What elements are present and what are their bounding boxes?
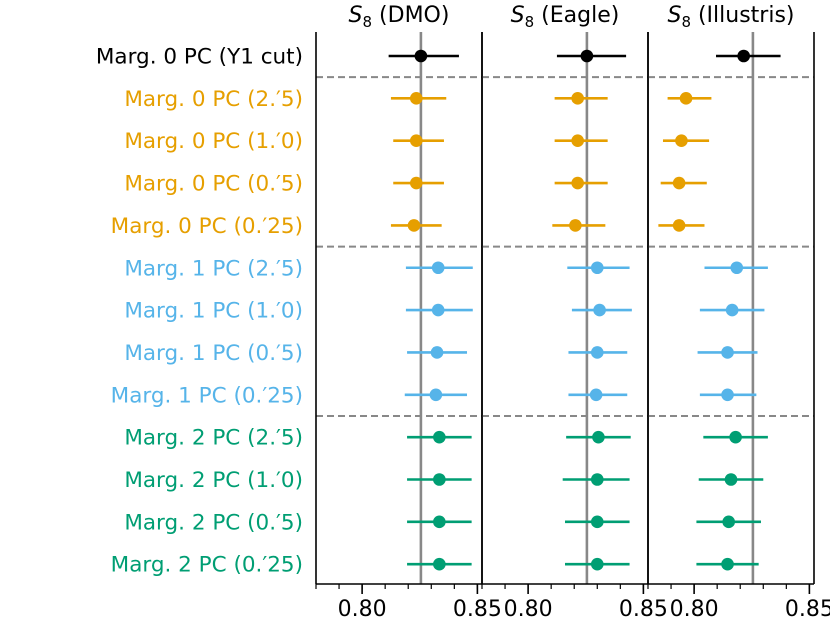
data-point [580,49,594,63]
row-label: Marg. 0 PC (0.′5) [124,172,303,197]
title-symbol: S [349,3,363,28]
data-point [407,219,421,232]
title-subscript: 8 [525,13,535,31]
data-point [590,557,604,571]
x-tick-label: 0.85 [453,597,502,622]
title-text: (Eagle) [534,3,619,28]
data-point [722,515,735,529]
data-point [429,388,443,402]
data-point [675,134,688,147]
data-point [729,430,742,444]
row-labels: Marg. 0 PC (Y1 cut) Marg. 0 PC (2.′5) Marg… [96,45,303,578]
data-point [431,303,445,317]
title-subscript: 8 [363,13,373,31]
data-point [730,261,744,275]
row-label: Marg. 2 PC (0.′25) [111,553,303,578]
data-point [724,473,738,486]
panel-title: S8 (Illustris) [667,3,794,31]
data-point [589,388,603,402]
data-point [569,219,582,232]
data-point [433,557,446,571]
x-tick-label: 0.80 [670,597,719,622]
data-point [721,388,734,402]
row-label: Marg. 1 PC (2.′5) [124,256,303,281]
data-point [737,49,750,63]
data-point [431,261,445,275]
data-point [433,473,446,486]
panel-3: S8 (Illustris) 0.80 0.85 [647,3,830,622]
row-label: Marg. 0 PC (Y1 cut) [96,45,303,70]
data-point [679,92,693,105]
data-point [593,303,606,317]
row-label: Marg. 0 PC (2.′5) [124,87,303,112]
x-tick-label: 0.80 [504,597,553,622]
row-label: Marg. 1 PC (0.′5) [124,341,303,366]
panel-2: S8 (Eagle) 0.80 0.85 [481,3,668,622]
panel-1: S8 (DMO) 0.80 0.85 [315,3,502,622]
data-point [592,430,605,444]
row-label: Marg. 0 PC (0.′25) [111,214,303,239]
data-point [590,346,604,359]
row-label: Marg. 2 PC (1.′0) [124,468,303,493]
data-point [409,92,423,105]
data-point [672,219,686,232]
data-point [571,92,584,105]
data-point [414,49,428,63]
data-point [721,346,734,359]
x-tick-label: 0.85 [785,597,830,622]
data-point [571,176,584,190]
title-text: (Illustris) [691,3,795,28]
title-symbol: S [511,3,525,28]
data-point [433,515,446,529]
data-point [409,176,423,190]
row-label: Marg. 2 PC (0.′5) [124,510,303,535]
data-point [571,134,584,147]
panel-title: S8 (Eagle) [511,3,620,31]
title-text: (DMO) [372,3,449,28]
title-symbol: S [667,3,681,28]
data-point [725,303,739,317]
panel-title: S8 (DMO) [349,3,450,31]
row-label: Marg. 2 PC (2.′5) [124,426,303,451]
data-point [672,176,686,190]
row-label: Marg. 1 PC (1.′0) [124,299,303,324]
data-point [430,346,444,359]
data-point [721,557,734,571]
row-label: Marg. 1 PC (0.′25) [111,383,303,408]
data-point [590,261,604,275]
x-tick-label: 0.80 [338,597,387,622]
data-point [590,515,604,529]
data-point [590,473,604,486]
row-label: Marg. 0 PC (1.′0) [124,129,303,154]
title-subscript: 8 [681,13,691,31]
data-point [433,430,446,444]
x-tick-label: 0.85 [619,597,668,622]
data-point [409,134,423,147]
